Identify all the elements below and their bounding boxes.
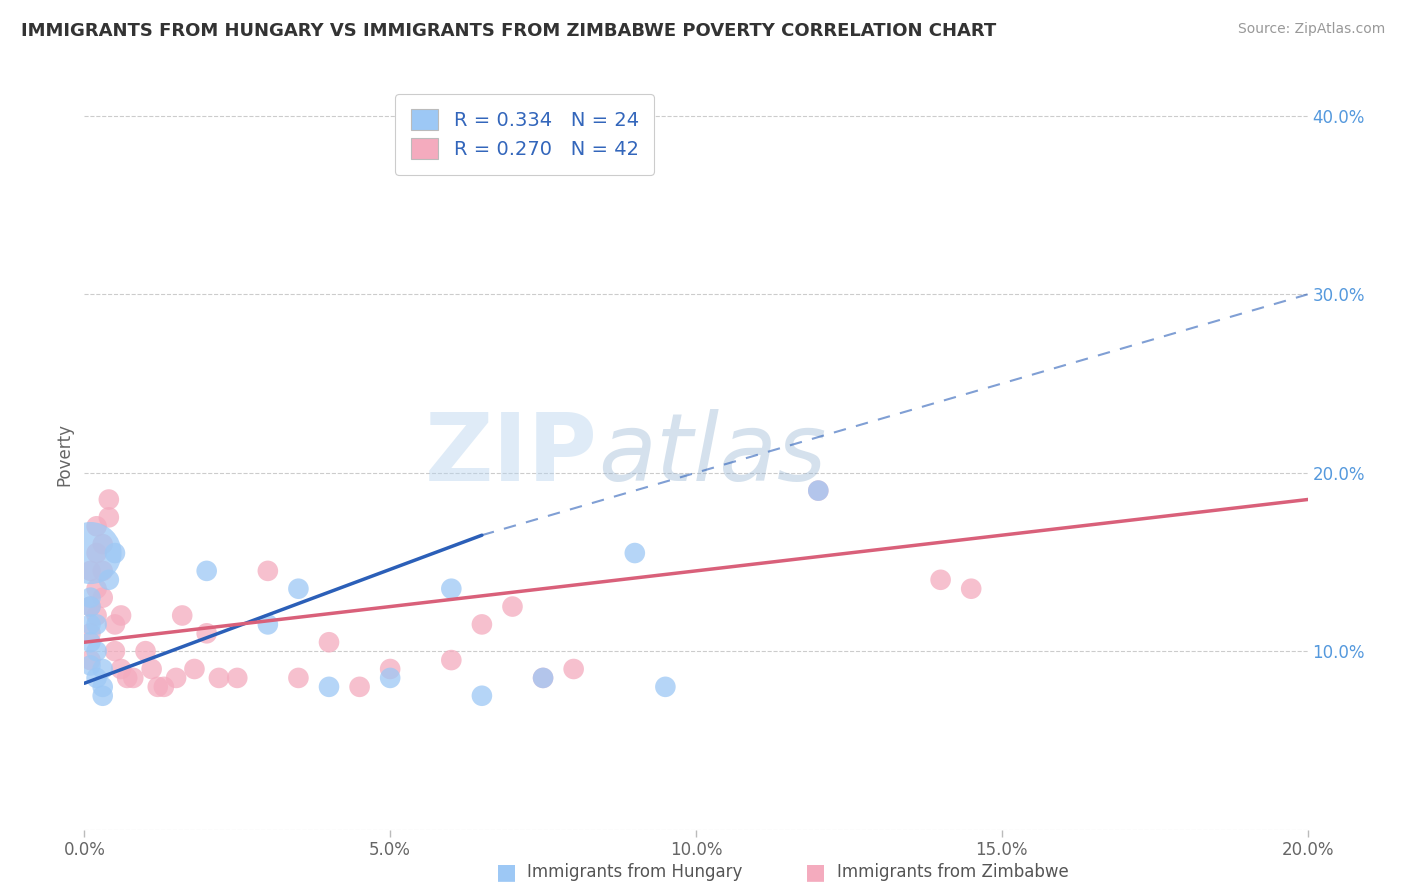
Text: Immigrants from Zimbabwe: Immigrants from Zimbabwe [837,863,1069,881]
Point [172,608,194,623]
Point [91,662,114,676]
Point [79,546,101,560]
Point [91,591,114,605]
Point [86,644,108,658]
Point [349,680,371,694]
Point [471,617,494,632]
Point [110,608,132,623]
Point [287,582,309,596]
Point [440,582,463,596]
Point [531,671,554,685]
Text: Immigrants from Hungary: Immigrants from Hungary [527,863,742,881]
Point [86,671,108,685]
Point [79,599,101,614]
Text: Source: ZipAtlas.com: Source: ZipAtlas.com [1237,22,1385,37]
Point [97,492,120,507]
Point [654,680,676,694]
Point [195,626,218,640]
Point [104,546,127,560]
Point [208,671,231,685]
Point [97,510,120,524]
Point [135,644,157,658]
Point [195,564,218,578]
Point [502,599,524,614]
Point [153,680,176,694]
Text: atlas: atlas [598,409,827,500]
Point [960,582,983,596]
Point [624,546,647,560]
Point [146,680,169,694]
Point [531,671,554,685]
Legend: R = 0.334   N = 24, R = 0.270   N = 42: R = 0.334 N = 24, R = 0.270 N = 42 [395,94,654,175]
Text: ■: ■ [806,863,825,882]
Point [91,689,114,703]
Point [318,680,340,694]
Text: ZIP: ZIP [425,409,598,501]
Point [318,635,340,649]
Point [471,689,494,703]
Text: IMMIGRANTS FROM HUNGARY VS IMMIGRANTS FROM ZIMBABWE POVERTY CORRELATION CHART: IMMIGRANTS FROM HUNGARY VS IMMIGRANTS FR… [21,22,997,40]
Point [86,519,108,533]
Point [79,626,101,640]
Text: ■: ■ [496,863,516,882]
Point [807,483,830,498]
Point [86,617,108,632]
Point [104,644,127,658]
Point [257,564,280,578]
Point [79,635,101,649]
Point [257,617,280,632]
Point [110,662,132,676]
Point [141,662,163,676]
Point [807,483,830,498]
Point [86,546,108,560]
Point [183,662,205,676]
Point [79,658,101,673]
Point [440,653,463,667]
Point [165,671,187,685]
Point [287,671,309,685]
Point [929,573,952,587]
Point [79,617,101,632]
Point [79,591,101,605]
Point [380,662,402,676]
Point [91,537,114,551]
Point [79,564,101,578]
Point [226,671,249,685]
Point [79,599,101,614]
Point [104,617,127,632]
Point [97,573,120,587]
Point [122,671,145,685]
Point [380,671,402,685]
Y-axis label: Poverty: Poverty [55,424,73,486]
Point [86,582,108,596]
Point [115,671,138,685]
Point [91,564,114,578]
Point [562,662,585,676]
Point [86,608,108,623]
Point [91,680,114,694]
Point [79,653,101,667]
